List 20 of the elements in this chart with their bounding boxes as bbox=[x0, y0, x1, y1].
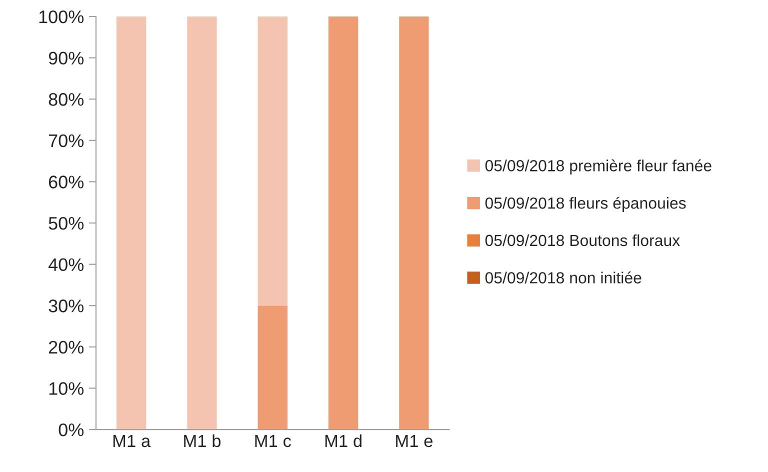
y-tick-label: 100% bbox=[39, 10, 84, 24]
x-tick-label: M1 a bbox=[113, 435, 151, 448]
x-tick-label: M1 b bbox=[184, 434, 221, 448]
y-tick-label: 30% bbox=[48, 300, 84, 312]
x-tick-label: M1 d bbox=[325, 434, 362, 448]
legend-label: 05/09/2018 non initiée bbox=[485, 272, 642, 284]
y-tick-label: 90% bbox=[48, 52, 84, 65]
x-tick-label: M1 e bbox=[396, 435, 432, 448]
y-tick-label: 50% bbox=[48, 216, 84, 230]
y-tick-label: 0% bbox=[58, 423, 84, 436]
legend-label: 05/09/2018 fleurs épanouies bbox=[485, 196, 686, 212]
legend-label: 05/09/2018 Boutons floraux bbox=[485, 234, 680, 246]
y-tick-label: 10% bbox=[49, 382, 84, 395]
y-tick-label: 20% bbox=[48, 340, 84, 354]
x-tick-label: M1 c bbox=[255, 435, 291, 448]
y-tick-label: 70% bbox=[48, 134, 84, 148]
y-tick-label: 60% bbox=[48, 176, 84, 188]
y-tick-label: 40% bbox=[48, 258, 84, 272]
legend-label: 05/09/2018 première fleur fanée bbox=[485, 159, 712, 175]
y-tick-label: 80% bbox=[48, 93, 84, 106]
